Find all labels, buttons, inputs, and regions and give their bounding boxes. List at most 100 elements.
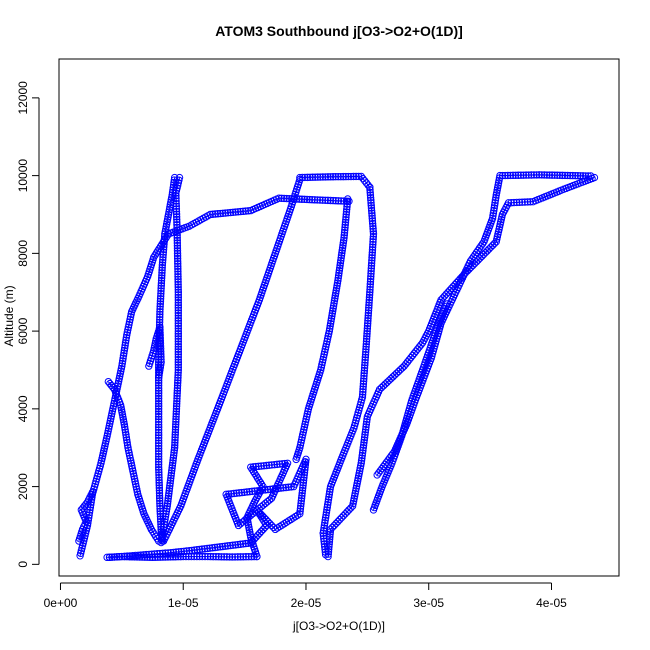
data-point xyxy=(155,494,164,502)
data-point xyxy=(306,173,314,182)
data-point xyxy=(155,371,163,379)
data-point xyxy=(239,207,247,216)
data-point xyxy=(509,171,517,180)
data-point xyxy=(251,487,259,495)
data-point xyxy=(154,410,163,418)
data-point xyxy=(226,541,234,550)
data-point xyxy=(367,267,375,275)
data-point xyxy=(364,319,372,328)
data-point xyxy=(174,304,183,312)
data-point xyxy=(576,172,585,180)
data-point xyxy=(333,281,341,290)
data-point xyxy=(231,553,239,561)
data-point xyxy=(155,489,164,497)
data-point xyxy=(160,235,169,243)
series-7 xyxy=(292,195,352,464)
data-point xyxy=(154,418,163,426)
data-point xyxy=(131,551,140,560)
data-point xyxy=(158,269,166,277)
data-point xyxy=(169,459,177,467)
data-point xyxy=(174,329,183,338)
data-point xyxy=(343,508,351,516)
data-point xyxy=(364,309,373,317)
data-point xyxy=(329,304,337,313)
data-point xyxy=(265,461,273,469)
data-point xyxy=(123,552,132,560)
data-point xyxy=(367,262,376,270)
data-point xyxy=(167,471,175,480)
data-point xyxy=(154,412,163,421)
data-point xyxy=(366,188,374,197)
data-point xyxy=(139,551,148,559)
data-point xyxy=(157,292,165,300)
data-point xyxy=(361,353,370,361)
data-point xyxy=(239,553,247,561)
data-point xyxy=(343,200,351,208)
data-point xyxy=(174,288,183,296)
data-point xyxy=(566,171,574,180)
data-point xyxy=(318,196,327,204)
data-point xyxy=(158,271,166,280)
data-point xyxy=(154,450,163,458)
data-point xyxy=(174,342,183,351)
data-point xyxy=(357,456,366,465)
data-point xyxy=(209,552,217,561)
data-point xyxy=(154,455,163,463)
data-point xyxy=(584,172,592,180)
data-point xyxy=(332,197,340,205)
data-point xyxy=(174,260,182,268)
data-point xyxy=(122,431,130,439)
data-point xyxy=(216,209,225,218)
data-point xyxy=(179,552,187,561)
data-point xyxy=(330,297,339,305)
data-point xyxy=(258,486,267,494)
data-point xyxy=(339,241,347,250)
data-point xyxy=(133,485,141,493)
data-point xyxy=(364,181,372,189)
data-point xyxy=(297,502,305,510)
data-point xyxy=(324,547,333,556)
data-point xyxy=(362,348,370,356)
data-point xyxy=(282,483,290,492)
data-point xyxy=(173,252,182,260)
y-tick-label: 10000 xyxy=(16,159,30,193)
data-point xyxy=(174,283,182,291)
data-point xyxy=(123,331,131,339)
data-point xyxy=(166,476,175,485)
data-point xyxy=(208,544,217,552)
data-point xyxy=(173,239,182,247)
data-point xyxy=(157,284,165,293)
data-point xyxy=(126,313,135,321)
data-point xyxy=(206,544,214,552)
series-10 xyxy=(369,300,451,514)
data-point xyxy=(354,172,363,181)
data-point xyxy=(156,345,165,353)
data-point xyxy=(88,488,97,497)
data-point xyxy=(157,282,165,290)
data-point xyxy=(217,553,226,561)
data-point xyxy=(121,423,129,431)
data-point xyxy=(352,172,360,181)
data-point xyxy=(172,194,180,203)
data-point xyxy=(174,358,183,366)
data-point xyxy=(161,230,169,238)
data-point xyxy=(298,489,306,497)
series-6 xyxy=(319,183,378,559)
data-point xyxy=(298,491,306,500)
data-point xyxy=(243,488,251,496)
data-point xyxy=(234,553,242,561)
data-point xyxy=(157,355,165,364)
data-point xyxy=(363,415,371,423)
data-point xyxy=(155,481,163,489)
data-point xyxy=(303,173,312,182)
data-point xyxy=(363,322,372,330)
data-point xyxy=(569,171,577,180)
data-point xyxy=(298,195,306,203)
data-point xyxy=(490,239,499,248)
data-point xyxy=(165,487,173,495)
data-point xyxy=(364,311,372,320)
data-point xyxy=(367,204,376,212)
data-point xyxy=(125,318,134,326)
data-point xyxy=(335,269,343,277)
data-point xyxy=(173,381,182,390)
